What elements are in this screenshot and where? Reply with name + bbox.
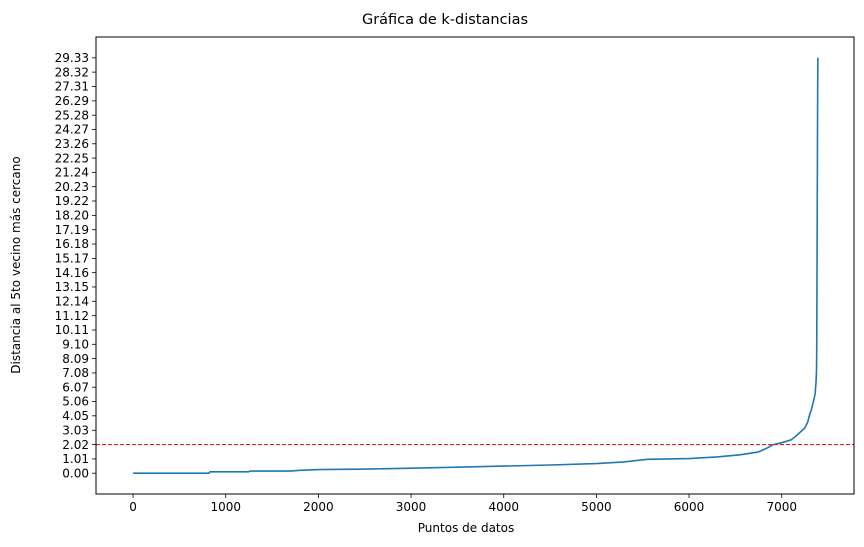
y-tick-label: 26.29	[55, 94, 89, 108]
y-tick-label: 9.10	[62, 338, 89, 352]
y-axis-label: Distancia al 5to vecino más cercano	[9, 156, 23, 373]
x-tick-label: 6000	[674, 500, 705, 514]
y-tick-label: 24.27	[55, 123, 89, 137]
y-tick-label: 11.12	[55, 309, 89, 323]
chart-title: Gráfica de k-distancias	[362, 12, 528, 28]
y-tick-label: 29.33	[55, 51, 89, 65]
y-tick-label: 25.28	[55, 108, 89, 122]
y-tick-label: 14.16	[55, 266, 89, 280]
y-tick-label: 21.24	[55, 166, 89, 180]
y-tick-label: 8.09	[62, 352, 89, 366]
y-tick-label: 7.08	[62, 366, 89, 380]
x-tick-label: 2000	[303, 500, 334, 514]
y-tick-label: 1.01	[62, 452, 89, 466]
y-tick-label: 19.22	[55, 194, 89, 208]
x-tick-label: 3000	[396, 500, 427, 514]
y-tick-label: 23.26	[55, 137, 89, 151]
x-tick-label: 1000	[210, 500, 241, 514]
y-tick-label: 15.17	[55, 252, 89, 266]
k-distance-line	[133, 57, 819, 475]
y-tick-label: 17.19	[55, 223, 89, 237]
y-tick-label: 16.18	[55, 237, 89, 251]
axes-frame	[95, 36, 855, 495]
plot-area	[96, 57, 854, 475]
y-tick-label: 12.14	[55, 294, 89, 308]
x-tick-label: 0	[129, 500, 137, 514]
y-tick-label: 2.02	[62, 438, 89, 452]
y-tick-label: 28.32	[55, 65, 89, 79]
x-tick-label: 5000	[581, 500, 612, 514]
y-tick-label: 27.31	[55, 80, 89, 94]
y-tick-label: 0.00	[62, 466, 89, 480]
y-tick-label: 3.03	[62, 423, 89, 437]
y-tick-label: 13.15	[55, 280, 89, 294]
y-tick-label: 18.20	[55, 209, 89, 223]
x-tick-label: 7000	[766, 500, 797, 514]
x-tick-label: 4000	[488, 500, 519, 514]
y-tick-label: 22.25	[55, 151, 89, 165]
y-tick-label: 20.23	[55, 180, 89, 194]
y-tick-label: 4.05	[62, 409, 89, 423]
y-tick-label: 6.07	[62, 380, 89, 394]
x-axis-label: Puntos de datos	[418, 521, 514, 535]
y-tick-label: 5.06	[62, 395, 89, 409]
y-tick-label: 10.11	[55, 323, 89, 337]
